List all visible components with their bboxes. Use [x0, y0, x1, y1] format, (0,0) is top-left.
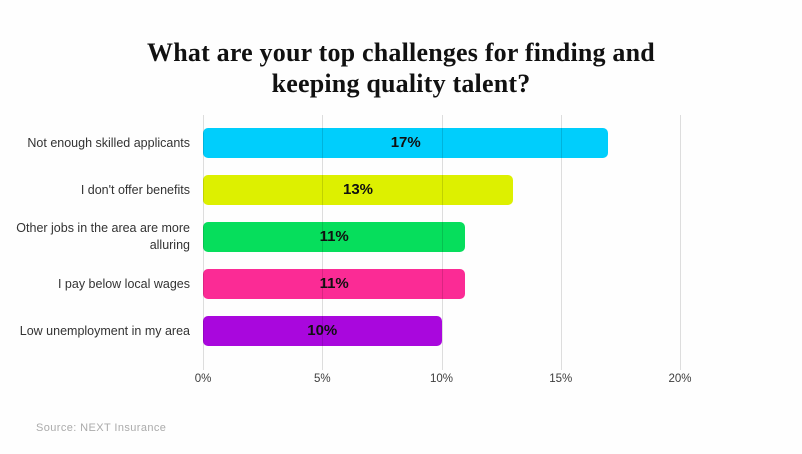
bar-value-label: 10%: [307, 322, 338, 339]
gridline-20%: [680, 115, 681, 370]
bar-value-label: 17%: [390, 134, 421, 151]
bar: 13%: [203, 175, 514, 205]
category-label: I don't offer benefits: [80, 182, 190, 197]
gridline-15%: [560, 115, 562, 370]
bar-value-label: 13%: [343, 181, 374, 198]
bar-chart-plot-area: 17% 13% 11% 11% 10%: [203, 115, 681, 370]
gridline-10%: [441, 115, 443, 370]
category-label: Low unemployment in my area: [19, 323, 190, 338]
gridline-5%: [322, 115, 324, 370]
bar-value-label: 11%: [319, 228, 349, 245]
source-note: Source: NEXT Insurance: [36, 422, 167, 434]
bar-value-label: 11%: [319, 275, 349, 292]
x-tick-label: 15%: [549, 373, 573, 385]
chart-title: What are your top challenges for finding…: [147, 38, 655, 98]
bar: 11%: [203, 222, 466, 252]
category-label: Not enough skilled applicants: [27, 135, 190, 150]
bar: 10%: [203, 316, 442, 346]
x-tick-label: 0%: [194, 373, 212, 385]
bar: 11%: [203, 269, 466, 299]
x-tick-label: 10%: [429, 373, 454, 385]
x-tick-label: 20%: [668, 373, 692, 385]
category-label: I pay below local wages: [57, 276, 190, 291]
bar: 17%: [203, 128, 609, 158]
gridline-0%: [203, 115, 204, 370]
x-tick-label: 5%: [313, 373, 331, 385]
category-label: Other jobs in the area are more alluring: [16, 221, 190, 252]
